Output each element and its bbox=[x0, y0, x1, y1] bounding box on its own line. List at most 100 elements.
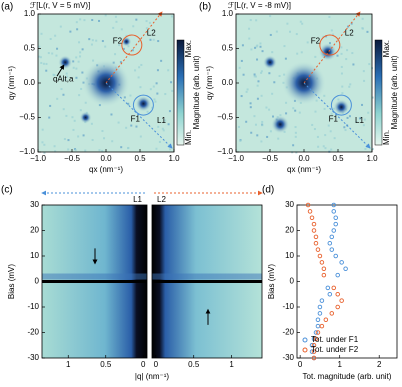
fft-noise bbox=[38, 45, 41, 48]
fft-noise bbox=[336, 113, 339, 116]
fft-noise bbox=[115, 20, 118, 23]
fft-noise bbox=[248, 27, 251, 30]
fft-noise bbox=[311, 123, 314, 126]
fft-noise bbox=[368, 63, 371, 66]
fft-noise bbox=[330, 148, 333, 151]
data-point bbox=[315, 330, 321, 335]
x-tick-label: 1.0 bbox=[168, 154, 180, 163]
fft-noise bbox=[336, 54, 339, 57]
fft-noise bbox=[279, 114, 282, 117]
fft-noise bbox=[59, 25, 62, 28]
fft-noise bbox=[301, 22, 304, 25]
data-point bbox=[307, 209, 313, 214]
fft-noise bbox=[79, 55, 82, 58]
fft-noise bbox=[127, 147, 130, 150]
fft-noise bbox=[314, 55, 317, 58]
fft-noise bbox=[330, 112, 333, 115]
fft-noise bbox=[340, 72, 343, 75]
fft-noise bbox=[269, 15, 272, 18]
fft-noise bbox=[52, 73, 55, 76]
data-point bbox=[311, 228, 317, 233]
fft-noise bbox=[77, 60, 80, 63]
fft-noise bbox=[343, 126, 346, 129]
panel-title: ℱ[L(r, V = 5 mV)] bbox=[30, 1, 90, 10]
f1-region bbox=[330, 94, 352, 116]
fft-noise bbox=[71, 116, 74, 119]
fft-noise bbox=[333, 137, 336, 140]
fft-noise bbox=[341, 92, 344, 95]
colorbar-max: Max. bbox=[382, 40, 391, 57]
data-point bbox=[319, 260, 325, 265]
fft-noise bbox=[145, 20, 148, 23]
fft-noise bbox=[260, 94, 263, 97]
fft-noise bbox=[324, 134, 327, 137]
data-point bbox=[319, 323, 325, 329]
fft-noise bbox=[253, 73, 256, 76]
fft-noise bbox=[54, 34, 57, 37]
fft-noise bbox=[157, 40, 160, 43]
data-point bbox=[317, 253, 323, 259]
fft-noise bbox=[349, 83, 352, 86]
fft-noise bbox=[101, 40, 104, 43]
fft-peak bbox=[263, 55, 277, 70]
fft-noise bbox=[148, 21, 151, 24]
data-point bbox=[321, 272, 327, 278]
fft-noise bbox=[249, 19, 252, 22]
fft-noise bbox=[168, 110, 171, 113]
y-tick-label: 1.0 bbox=[222, 9, 234, 18]
data-point bbox=[317, 304, 323, 310]
fft-noise bbox=[38, 55, 41, 58]
fft-noise bbox=[104, 45, 107, 48]
fft-noise bbox=[43, 151, 46, 154]
fft-noise bbox=[350, 22, 353, 25]
fft-noise bbox=[79, 109, 82, 112]
fft-noise bbox=[346, 49, 349, 52]
fft-noise bbox=[81, 71, 84, 74]
x-tick-label: 0 bbox=[141, 360, 146, 369]
y-tick-label: -20 bbox=[27, 328, 39, 337]
fft-noise bbox=[54, 150, 57, 153]
fft-noise bbox=[119, 61, 122, 64]
direction-l2 bbox=[105, 11, 163, 84]
fft-noise bbox=[271, 92, 274, 95]
fft-noise bbox=[103, 137, 106, 140]
frame bbox=[151, 204, 263, 359]
fft-noise bbox=[129, 94, 132, 97]
fft-noise bbox=[154, 100, 157, 103]
fft-noise bbox=[170, 81, 173, 84]
direction-l1 bbox=[303, 82, 371, 149]
fft-noise bbox=[240, 59, 243, 62]
data-point bbox=[315, 247, 321, 252]
data-point bbox=[331, 209, 337, 214]
panel-label: (b) bbox=[199, 2, 211, 13]
fft-noise bbox=[101, 149, 104, 152]
fft-noise bbox=[130, 124, 133, 127]
fft-noise bbox=[135, 18, 138, 21]
fft-noise bbox=[283, 45, 286, 48]
fft-noise bbox=[351, 52, 354, 55]
fft-noise bbox=[79, 51, 82, 54]
y-tick-label: −1.0 bbox=[19, 147, 35, 156]
y-axis-label: qy (nm⁻¹) bbox=[205, 66, 214, 100]
fft-noise bbox=[72, 60, 75, 63]
fft-noise bbox=[324, 147, 327, 150]
data-point bbox=[329, 234, 335, 240]
fft-noise bbox=[137, 76, 140, 79]
fft-noise bbox=[256, 97, 259, 100]
y-tick-label: 1.0 bbox=[24, 9, 36, 18]
direction-label: L1 bbox=[133, 195, 142, 204]
fft-noise bbox=[275, 30, 278, 33]
x-tick-label: 0 bbox=[298, 360, 303, 369]
fft-noise bbox=[65, 114, 68, 117]
fft-noise bbox=[110, 113, 113, 116]
colorbar-label: Magnitude (arb. unit) bbox=[192, 55, 201, 129]
panel-title: ℱ[L(r, V = -8 mV)] bbox=[228, 1, 291, 10]
y-tick-label: 10 bbox=[30, 251, 39, 260]
y-axis-label: qy (nm⁻¹) bbox=[7, 66, 16, 100]
y-tick-label: -30 bbox=[282, 353, 294, 362]
fft-noise bbox=[362, 124, 365, 127]
y-tick-label: 20 bbox=[285, 226, 294, 235]
fft-noise bbox=[75, 67, 78, 70]
data-point bbox=[335, 272, 340, 278]
fft-noise bbox=[371, 96, 374, 99]
